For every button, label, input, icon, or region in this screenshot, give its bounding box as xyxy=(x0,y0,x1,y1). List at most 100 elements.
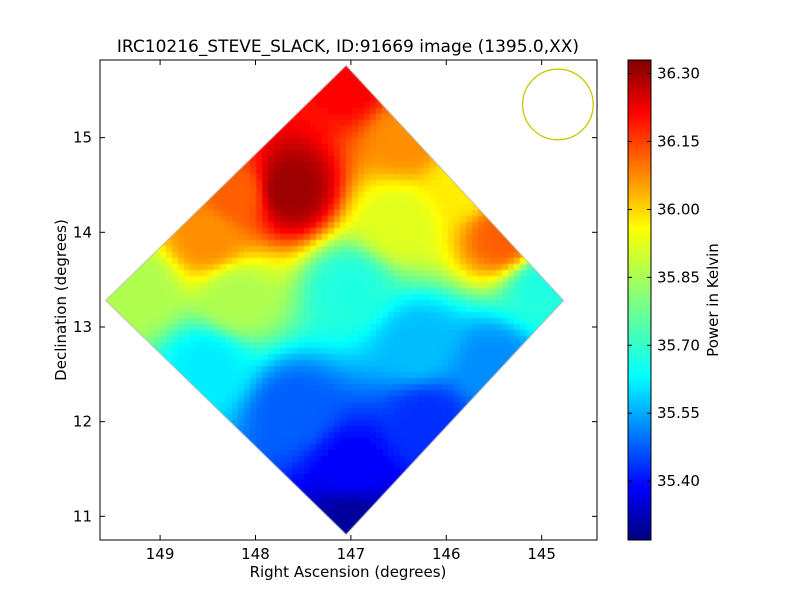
heatmap-cell xyxy=(214,72,221,79)
heatmap-cell xyxy=(364,65,371,67)
heatmap-cell xyxy=(364,318,371,325)
heatmap-cell xyxy=(178,264,185,271)
heatmap-cell xyxy=(376,138,383,145)
heatmap-cell xyxy=(106,150,113,157)
heatmap-cell xyxy=(388,372,395,379)
heatmap-cell xyxy=(400,372,407,379)
heatmap-cell xyxy=(232,282,239,289)
heatmap-cell xyxy=(430,294,437,301)
heatmap-cell xyxy=(220,252,227,259)
heatmap-cell xyxy=(400,234,407,241)
heatmap-cell xyxy=(592,228,599,235)
heatmap-cell xyxy=(160,96,167,103)
heatmap-cell xyxy=(472,65,479,67)
heatmap-cell xyxy=(220,66,227,73)
heatmap-cell xyxy=(490,72,497,79)
heatmap-cell xyxy=(514,228,521,235)
heatmap-cell xyxy=(340,84,347,91)
heatmap-cell xyxy=(442,396,449,403)
heatmap-cell xyxy=(526,396,533,403)
heatmap-cell xyxy=(442,336,449,343)
heatmap-cell xyxy=(166,258,173,265)
heatmap-cell xyxy=(436,372,443,379)
heatmap-cell xyxy=(190,318,197,325)
heatmap-cell xyxy=(118,72,125,79)
heatmap-cell xyxy=(466,198,473,205)
heatmap-cell xyxy=(424,366,431,373)
heatmap-cell xyxy=(334,396,341,403)
heatmap-cell xyxy=(298,246,305,253)
heatmap-cell xyxy=(436,192,443,199)
heatmap-cell xyxy=(316,198,323,205)
heatmap-cell xyxy=(130,390,137,397)
heatmap-cell xyxy=(430,150,437,157)
heatmap-cell xyxy=(454,258,461,265)
heatmap-cell xyxy=(286,102,293,109)
heatmap-cell xyxy=(118,306,125,313)
heatmap-cell xyxy=(334,84,341,91)
heatmap-cell xyxy=(388,66,395,73)
heatmap-cell xyxy=(160,204,167,211)
heatmap-cell xyxy=(118,336,125,343)
heatmap-cell xyxy=(310,414,317,421)
heatmap-cell xyxy=(388,222,395,229)
heatmap-cell xyxy=(526,240,533,247)
heatmap-cell xyxy=(430,402,437,409)
heatmap-cell xyxy=(430,198,437,205)
heatmap-cell xyxy=(460,180,467,187)
heatmap-cell xyxy=(208,300,215,307)
heatmap-cell xyxy=(562,162,564,169)
heatmap-cell xyxy=(322,228,329,235)
heatmap-cell xyxy=(454,318,461,325)
heatmap-cell xyxy=(166,252,173,259)
heatmap-cell xyxy=(472,144,479,151)
heatmap-cell xyxy=(136,90,143,97)
heatmap-cell xyxy=(532,372,539,379)
heatmap-cell xyxy=(472,240,479,247)
heatmap-cell xyxy=(112,150,119,157)
heatmap-cell xyxy=(418,396,425,403)
heatmap-cell xyxy=(484,360,491,367)
heatmap-cell xyxy=(562,288,564,295)
heatmap-cell xyxy=(472,378,479,385)
heatmap-cell xyxy=(460,282,467,289)
heatmap-cell xyxy=(310,198,317,205)
heatmap-cell xyxy=(334,306,341,313)
heatmap-cell xyxy=(514,162,521,169)
heatmap-cell xyxy=(226,300,233,307)
heatmap-cell xyxy=(400,126,407,133)
heatmap-cell xyxy=(298,120,305,127)
heatmap-cell xyxy=(388,336,395,343)
heatmap-cell xyxy=(304,120,311,127)
heatmap-cell xyxy=(340,312,347,319)
heatmap-cell xyxy=(316,276,323,283)
heatmap-cell xyxy=(190,258,197,265)
heatmap-cell xyxy=(478,252,485,259)
heatmap-cell xyxy=(520,336,527,343)
heatmap-cell xyxy=(556,186,563,193)
heatmap-cell xyxy=(538,222,545,229)
heatmap-cell xyxy=(220,258,227,265)
heatmap-cell xyxy=(472,294,479,301)
heatmap-cell xyxy=(466,264,473,271)
heatmap-cell xyxy=(538,384,545,391)
heatmap-cell xyxy=(286,372,293,379)
heatmap-cell xyxy=(334,78,341,85)
heatmap-cell xyxy=(172,114,179,121)
heatmap-cell xyxy=(148,276,155,283)
heatmap-cell xyxy=(160,114,167,121)
heatmap-cell xyxy=(490,240,497,247)
heatmap-cell xyxy=(178,65,185,67)
heatmap-cell xyxy=(292,318,299,325)
heatmap-cell xyxy=(262,282,269,289)
heatmap-cell xyxy=(592,192,599,199)
heatmap-cell xyxy=(574,108,581,115)
heatmap-cell xyxy=(112,390,119,397)
heatmap-cell xyxy=(130,396,137,403)
heatmap-cell xyxy=(184,234,191,241)
heatmap-cell xyxy=(232,108,239,115)
heatmap-cell xyxy=(532,294,539,301)
heatmap-cell xyxy=(226,198,233,205)
heatmap-cell xyxy=(436,222,443,229)
heatmap-cell xyxy=(556,216,563,223)
